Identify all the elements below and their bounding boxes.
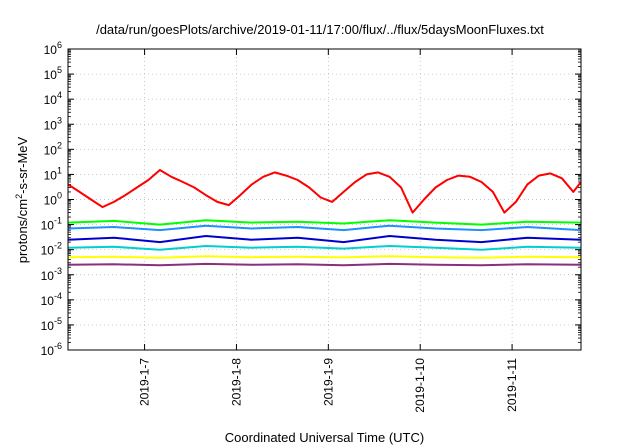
y-tick-label: 10-6 xyxy=(41,341,62,358)
y-tick-label: 10-2 xyxy=(41,241,62,258)
series-line-7 xyxy=(67,262,582,267)
x-axis-ticks: 2019-1-7 2019-1-8 2019-1-9 2019-1-10 2019-1-… xyxy=(138,49,519,413)
y-tick-label: 101 xyxy=(44,165,62,182)
x-tick-label: 2019-1-9 xyxy=(321,358,335,406)
y-tick-label: 105 xyxy=(44,65,62,82)
y-tick-label: 106 xyxy=(44,40,62,57)
chart-title: /data/run/goesPlots/archive/2019-01-11/1… xyxy=(96,22,544,37)
x-tick-label: 2019-1-11 xyxy=(505,358,519,412)
series-line-4 xyxy=(67,235,582,244)
y-axis-ticks: 10-6 10-5 10-4 10-3 10-2 10-1 100 101 102 103 104 1… xyxy=(41,40,581,358)
series-group xyxy=(67,169,582,267)
y-tick-label: 104 xyxy=(44,90,62,107)
series-line-1 xyxy=(67,169,582,214)
x-axis-label: Coordinated Universal Time (UTC) xyxy=(224,430,425,445)
y-tick-label: 10-1 xyxy=(41,216,62,233)
y-axis-label: protons/cm2-s-sr-MeV xyxy=(13,136,31,264)
series-line-5 xyxy=(67,245,582,251)
y-tick-label: 10-4 xyxy=(41,291,62,308)
y-tick-label: 103 xyxy=(44,115,62,132)
series-line-6 xyxy=(67,255,582,259)
y-tick-label: 10-3 xyxy=(41,266,62,283)
series-line-3 xyxy=(67,224,582,232)
x-tick-label: 2019-1-10 xyxy=(413,358,427,413)
y-tick-label: 102 xyxy=(44,140,62,157)
x-tick-label: 2019-1-7 xyxy=(138,358,152,406)
series-line-2 xyxy=(67,219,582,226)
plot-frame xyxy=(67,48,582,351)
y-tick-label: 10-5 xyxy=(41,316,62,333)
y-tick-label: 100 xyxy=(44,191,62,208)
x-tick-label: 2019-1-8 xyxy=(229,358,243,406)
